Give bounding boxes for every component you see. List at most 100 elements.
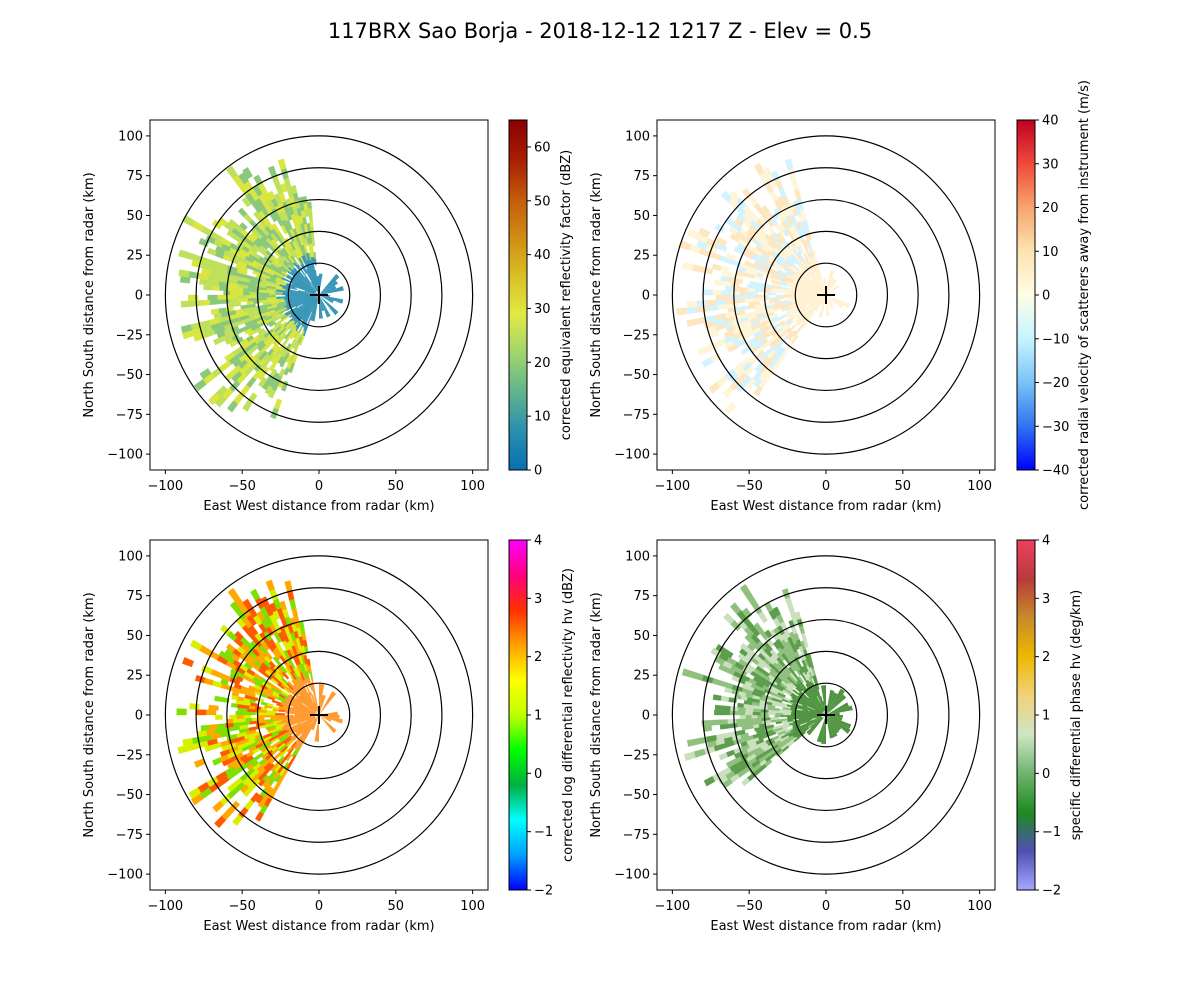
near-echo xyxy=(292,705,319,715)
range-ring xyxy=(226,618,412,812)
range-ring xyxy=(226,198,412,392)
panel-differential-reflectivity: −100 −50 0 50 100 100 75 50 25 0 −25 −50 −75 −100 4 3 2 1… xyxy=(82,534,576,935)
range-ring xyxy=(164,135,474,455)
x-tick-label: −100 xyxy=(148,479,184,494)
colorbar-label-specific-differential-phase: specific differential phase hv (deg/km) xyxy=(1069,590,1084,840)
echo-gate xyxy=(728,722,738,729)
colorbar-tick-label: 4 xyxy=(1042,534,1050,549)
colorbar-tick-label: 0 xyxy=(534,464,542,479)
y-tick-label: −50 xyxy=(623,788,650,803)
echo-gate xyxy=(794,188,802,201)
echo-gate xyxy=(210,308,220,315)
near-echo xyxy=(801,281,826,295)
echo-gate xyxy=(723,612,735,625)
near-echo xyxy=(826,295,834,310)
near-echo xyxy=(311,715,319,731)
echo-gate xyxy=(753,162,765,176)
echo-gate xyxy=(798,294,807,297)
x-tick-label: −100 xyxy=(655,899,691,914)
echo-gate xyxy=(234,301,242,307)
echo-gate xyxy=(260,701,268,706)
y-axis-label-reflectivity: North South distance from radar (km) xyxy=(82,172,97,417)
echo-gate xyxy=(211,285,220,291)
echo-gate xyxy=(711,678,724,687)
echo-gate xyxy=(212,680,223,688)
echo-gate xyxy=(785,308,796,315)
echo-gate xyxy=(761,204,770,215)
echo-gate xyxy=(203,677,214,686)
echo-gate xyxy=(234,630,244,641)
echo-gate xyxy=(678,240,692,251)
echo-gate xyxy=(686,300,697,308)
echo-gate xyxy=(287,680,294,688)
echo-gate xyxy=(189,639,203,651)
echo-gate xyxy=(705,299,717,306)
near-echo xyxy=(826,277,835,295)
echo-gate xyxy=(199,367,212,380)
echo-gate xyxy=(307,207,313,215)
echo-gate xyxy=(242,598,253,611)
y-tick-label: 25 xyxy=(126,669,143,684)
echo-gate xyxy=(309,220,314,228)
echo-gate xyxy=(176,708,187,716)
y-tick-label: −100 xyxy=(107,448,143,463)
x-tick-label: −50 xyxy=(228,479,255,494)
echo-gate xyxy=(720,695,730,702)
x-tick-label: 0 xyxy=(315,899,323,914)
y-tick-label: 100 xyxy=(118,129,143,144)
echo-gate xyxy=(219,624,231,636)
near-echo xyxy=(821,715,826,745)
echo-gate xyxy=(258,376,268,388)
echo-gate xyxy=(209,299,220,306)
echo-gate xyxy=(314,258,317,266)
echo-gate xyxy=(267,389,276,399)
echo-gate xyxy=(714,709,723,716)
y-tick-label: 100 xyxy=(625,129,650,144)
colorbar xyxy=(508,539,528,891)
near-echo xyxy=(810,278,826,295)
near-echo xyxy=(319,273,340,295)
range-ring xyxy=(671,555,981,875)
echo-gate xyxy=(246,294,257,299)
range-ring xyxy=(256,650,382,780)
colorbar xyxy=(1016,539,1036,891)
colorbar-tick-label: 4 xyxy=(534,534,542,549)
panel-velocity: −100 −50 0 50 1001007550250−25−50−75−1004030… xyxy=(589,80,1092,514)
echo-gate xyxy=(785,596,793,608)
colorbar-tick-label: 60 xyxy=(534,140,551,155)
near-echo xyxy=(826,715,838,738)
echo-gate xyxy=(247,297,258,302)
echo-gate xyxy=(205,709,217,716)
echo-gate xyxy=(730,294,739,300)
echo-gate xyxy=(794,611,802,620)
echo-gate xyxy=(723,330,735,339)
near-echo xyxy=(319,295,325,312)
y-tick-label: 100 xyxy=(118,549,143,564)
echo-gate xyxy=(737,702,744,708)
echo-gate xyxy=(264,714,273,718)
echo-gate xyxy=(739,290,749,296)
echo-gate xyxy=(229,714,237,720)
y-tick-label: −75 xyxy=(116,408,143,423)
echo-gate xyxy=(178,269,190,278)
near-echo xyxy=(319,715,337,734)
echo-gate xyxy=(254,811,264,822)
echo-gate xyxy=(724,401,737,415)
near-echo xyxy=(818,704,826,715)
y-tick-label: 100 xyxy=(625,549,650,564)
echo-gate xyxy=(265,294,276,298)
echo-gate xyxy=(780,714,787,718)
echo-gate xyxy=(720,265,730,273)
near-echo xyxy=(296,295,319,319)
colorbar-tick-label: −1 xyxy=(1042,825,1061,840)
echo-gate xyxy=(772,606,781,617)
colorbar-tick-label: 1 xyxy=(1042,709,1050,724)
echo-gate xyxy=(196,709,207,716)
echo-gate xyxy=(268,165,277,177)
echo-gate xyxy=(747,284,756,289)
echo-gate xyxy=(712,289,722,296)
echo-gate xyxy=(775,294,784,298)
echo-gate xyxy=(752,711,761,716)
echo-gate xyxy=(686,318,698,327)
echo-gate xyxy=(177,745,189,754)
